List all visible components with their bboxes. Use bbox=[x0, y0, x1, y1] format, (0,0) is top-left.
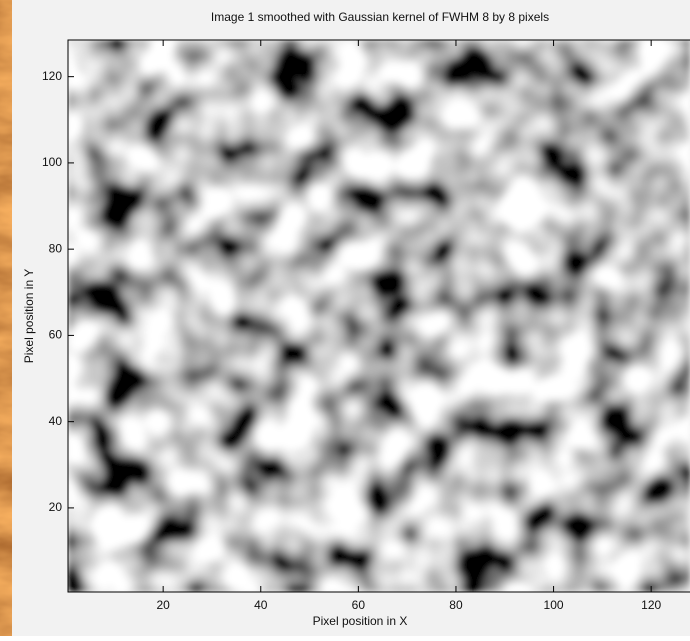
image-area bbox=[68, 40, 690, 592]
y-tick-label: 100 bbox=[42, 155, 62, 169]
chart-title: Image 1 smoothed with Gaussian kernel of… bbox=[211, 10, 549, 24]
y-tick-label: 20 bbox=[49, 500, 63, 514]
x-tick-label: 100 bbox=[544, 598, 564, 612]
y-tick-label: 40 bbox=[49, 414, 63, 428]
x-tick-label: 80 bbox=[449, 598, 463, 612]
y-tick-label: 60 bbox=[49, 328, 63, 342]
x-tick-label: 20 bbox=[156, 598, 170, 612]
smoothed-image bbox=[68, 40, 690, 592]
x-tick-label: 40 bbox=[254, 598, 268, 612]
y-tick-label: 80 bbox=[49, 241, 63, 255]
y-axis-label: Pixel position in Y bbox=[22, 269, 36, 364]
x-axis-label: Pixel position in X bbox=[313, 614, 408, 628]
axes-frame bbox=[67, 39, 690, 593]
y-tick-label: 120 bbox=[42, 69, 62, 83]
x-tick-label: 60 bbox=[352, 598, 366, 612]
x-tick-label: 120 bbox=[641, 598, 661, 612]
